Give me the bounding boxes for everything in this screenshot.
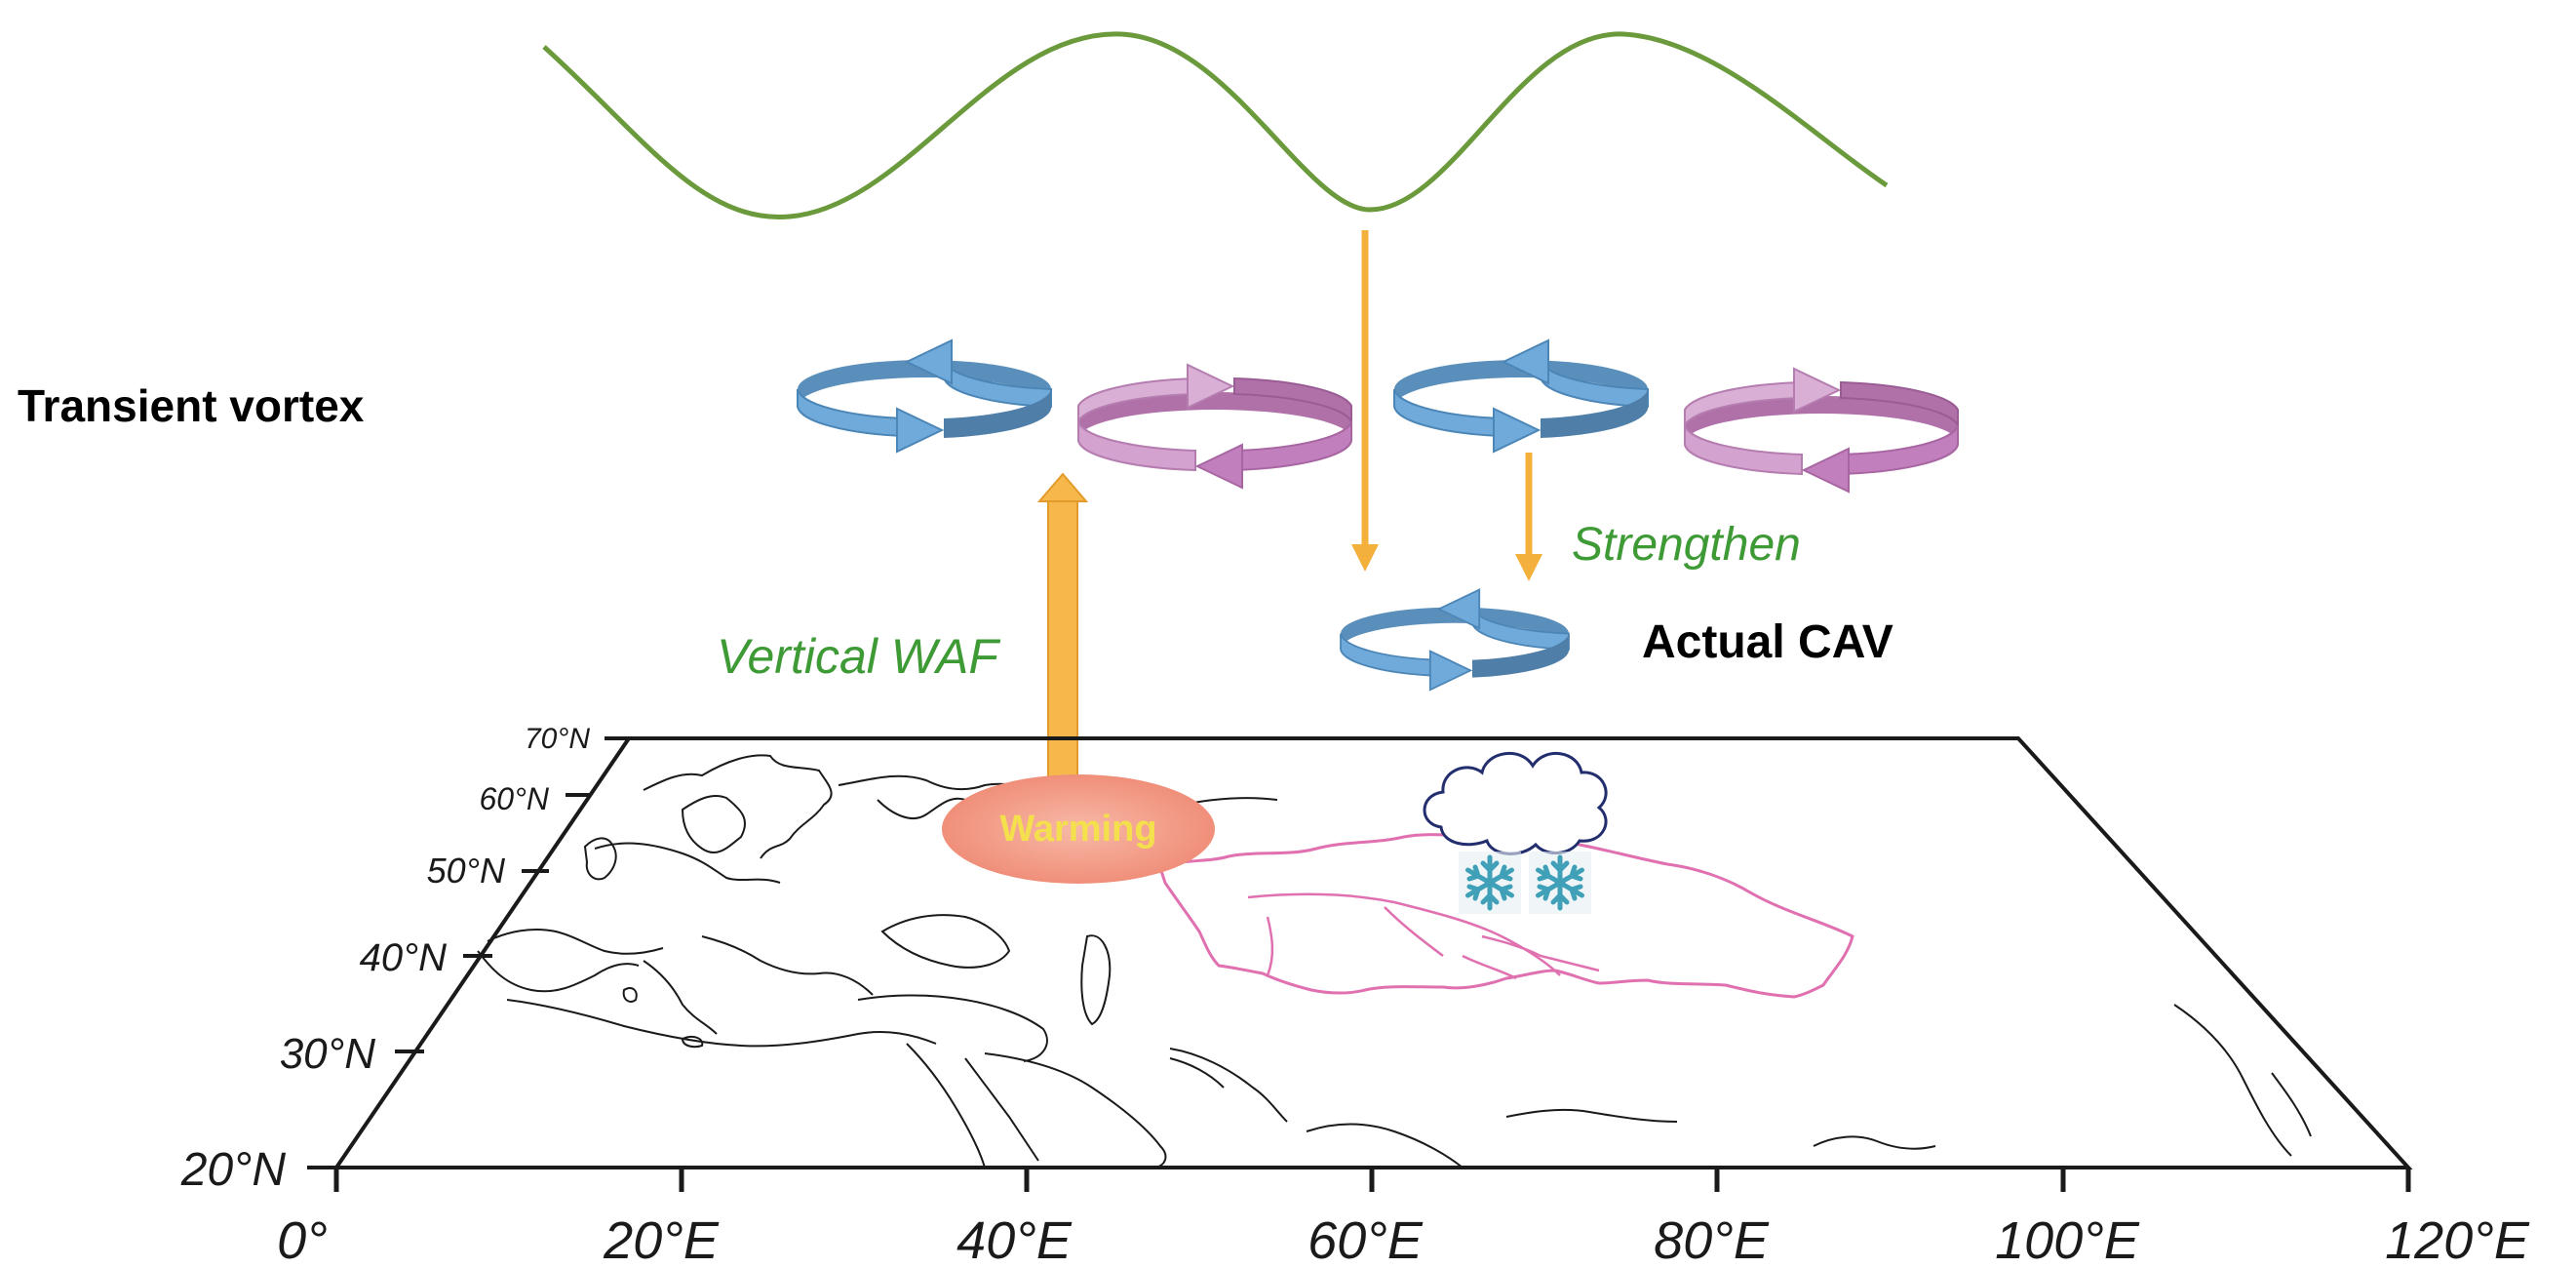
lat-label: 70°N <box>525 723 590 755</box>
warming-label: Warming <box>999 809 1156 850</box>
lat-label: 50°N <box>427 851 506 891</box>
lon-label: 0° <box>277 1211 328 1268</box>
lon-label: 40°E <box>956 1211 1073 1268</box>
planetary-wave-line <box>542 31 1889 219</box>
lat-label: 60°N <box>480 781 550 816</box>
lat-label: 30°N <box>280 1030 376 1078</box>
actual-cav-label: Actual CAV <box>1642 616 1893 668</box>
snowflake-icon <box>1529 852 1591 914</box>
anticyclonic-vortex-icon <box>1077 364 1352 489</box>
lon-label: 80°E <box>1654 1211 1770 1268</box>
cyclonic-vortex-icon <box>1393 339 1649 453</box>
vertical-waf-label: Vertical WAF <box>717 629 1000 684</box>
lon-label: 100°E <box>1995 1211 2140 1268</box>
latitude-axis <box>307 736 629 1169</box>
central-asia-borders <box>1247 892 1600 980</box>
cyclonic-vortex-icon <box>797 339 1052 453</box>
map-panel: Warming 70°N 60°N 50°N 40°N 30°N 20°N <box>180 723 2530 1268</box>
lat-label: 40°N <box>360 936 447 979</box>
lat-label: 20°N <box>180 1144 287 1196</box>
coastlines <box>477 754 2312 1169</box>
snowflake-icon <box>1459 852 1521 914</box>
strengthen-label: Strengthen <box>1572 519 1801 571</box>
map-frame <box>332 736 2413 1169</box>
longitude-axis <box>333 1168 2411 1192</box>
lon-label: 60°E <box>1308 1211 1424 1268</box>
vertical-waf-arrow <box>1036 472 1089 795</box>
lon-label: 120°E <box>2385 1211 2530 1268</box>
anticyclonic-vortex-icon <box>1684 368 1959 493</box>
central-asia-region <box>1158 832 1854 999</box>
transient-vortex-label: Transient vortex <box>18 380 365 431</box>
warming-region <box>942 774 1215 884</box>
cloud-icon <box>1423 751 1608 855</box>
cyclonic-vortex-icon <box>1340 588 1570 692</box>
lon-label: 20°E <box>603 1211 720 1268</box>
